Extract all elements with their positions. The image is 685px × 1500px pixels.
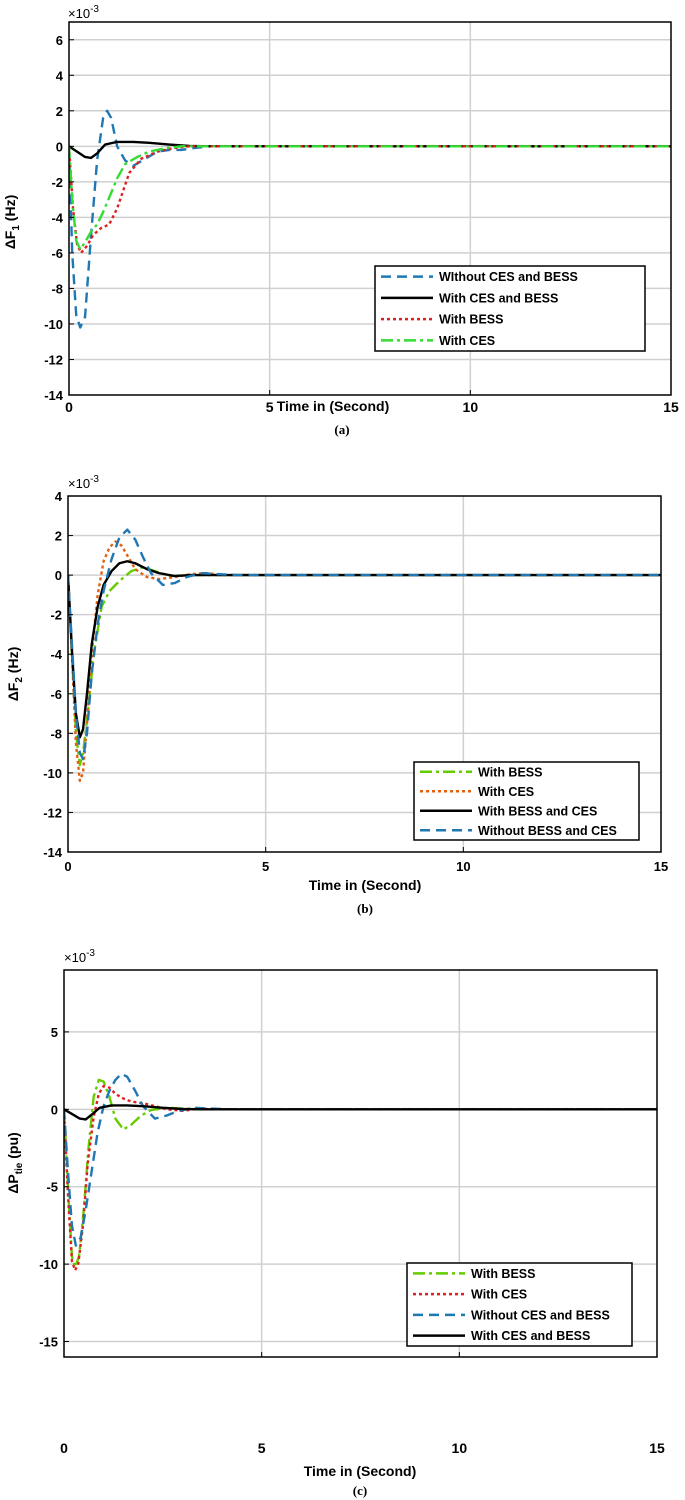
y-tick-label: 0 xyxy=(56,139,63,154)
exponent-label: ×10-3 xyxy=(68,4,99,21)
x-tick-label: 15 xyxy=(663,399,679,415)
x-axis-label: Time in (Second) xyxy=(277,398,390,414)
y-tick-label: 2 xyxy=(56,104,63,119)
x-tick-label: 0 xyxy=(65,399,73,415)
series-line-2 xyxy=(69,140,671,160)
y-tick-label: -4 xyxy=(51,210,63,225)
legend-label: With CES xyxy=(439,334,495,348)
legend-box xyxy=(406,1262,633,1347)
y-tick-label: 5 xyxy=(51,1025,58,1040)
y-axis-label: ΔPtie (pu) xyxy=(5,1132,25,1193)
y-axis-label: ΔF1 (Hz) xyxy=(2,195,22,250)
legend-label: With CES and BESS xyxy=(439,291,558,305)
x-tick-label: 15 xyxy=(654,859,668,874)
x-tick-label: 0 xyxy=(64,859,71,874)
series-group xyxy=(64,1072,657,1272)
legend-label: With BESS and CES xyxy=(478,804,597,818)
y-axis-ticks: 4 2 0 -2 -4 -6 -8 -10 -12 -14 xyxy=(43,489,73,860)
series-line-4 xyxy=(69,145,671,251)
series-line-2 xyxy=(64,1084,657,1272)
y-tick-label: -8 xyxy=(50,726,62,741)
x-axis-ticks: 0 5 10 15 xyxy=(64,847,668,874)
legend-label: With BESS xyxy=(439,313,503,327)
y-tick-label: -10 xyxy=(43,766,62,781)
y-tick-label: -10 xyxy=(39,1257,58,1272)
y-tick-label: -12 xyxy=(43,805,62,820)
series-line-1 xyxy=(68,566,661,767)
x-axis-ticks: 0 5 10 15 xyxy=(65,390,679,415)
legend-label: With CES xyxy=(478,785,534,799)
chart-panel-a: ×10-3 6 4 2 0 -2 -4 -6 -8 -10 -12 -14 0 5 10 15 Time … xyxy=(2,4,679,437)
y-tick-label: 0 xyxy=(51,1102,58,1117)
x-tick-label: 5 xyxy=(258,1440,266,1456)
legend: With BESS With CES With BESS and CES Withou… xyxy=(413,761,640,841)
legend: With BESS With CES Without CES and BESS Wit… xyxy=(406,1262,633,1347)
legend-label: WIthout CES and BESS xyxy=(439,270,578,284)
series-line-3 xyxy=(64,1072,657,1247)
legend-label: With CES xyxy=(471,1288,527,1302)
series-line-2 xyxy=(68,540,661,782)
x-tick-label: 10 xyxy=(463,399,479,415)
legend-box xyxy=(374,265,646,352)
y-tick-label: -8 xyxy=(51,281,63,296)
chart-panel-c: ×10-3 5 0 -5 -10 -15 0 5 10 15 Time in (Second)… xyxy=(5,948,665,1498)
panel-caption: (c) xyxy=(353,1483,367,1498)
series-line-3 xyxy=(69,145,671,255)
y-tick-label: -12 xyxy=(44,352,63,367)
plot-frame xyxy=(63,969,658,1358)
exponent-label: ×10-3 xyxy=(68,474,99,491)
series-line-3 xyxy=(68,560,661,739)
y-tick-label: -2 xyxy=(51,175,63,190)
x-axis-label: Time in (Second) xyxy=(304,1463,417,1479)
y-tick-label: -10 xyxy=(44,317,63,332)
panel-caption: (b) xyxy=(357,901,373,916)
y-tick-label: -5 xyxy=(46,1180,58,1195)
legend-label: With BESS xyxy=(471,1267,535,1281)
legend-label: With CES and BESS xyxy=(471,1329,590,1343)
y-tick-label: 4 xyxy=(56,68,64,83)
x-tick-label: 10 xyxy=(456,859,470,874)
y-tick-label: -14 xyxy=(44,388,64,403)
x-tick-label: 15 xyxy=(649,1440,665,1456)
x-tick-label: 5 xyxy=(266,399,274,415)
legend-label: Without BESS and CES xyxy=(478,824,617,838)
series-line-1 xyxy=(69,109,671,329)
y-tick-label: -2 xyxy=(50,608,62,623)
x-tick-label: 10 xyxy=(452,1440,468,1456)
y-tick-label: -4 xyxy=(50,647,62,662)
chart-panel-b: ×10-3 4 2 0 -2 -4 -6 -8 -10 -12 -14 0 5 10 15 Time i… xyxy=(5,474,668,916)
legend-label: With BESS xyxy=(478,765,542,779)
x-axis-label: Time in (Second) xyxy=(309,877,422,893)
plot-frame xyxy=(67,495,662,853)
y-tick-label: 4 xyxy=(55,489,63,504)
legend-label: Without CES and BESS xyxy=(471,1308,610,1322)
y-tick-label: -6 xyxy=(50,687,62,702)
y-tick-label: -15 xyxy=(39,1335,58,1350)
x-tick-label: 5 xyxy=(262,859,269,874)
panel-caption: (a) xyxy=(334,422,349,437)
plot-frame xyxy=(68,21,672,396)
legend: WIthout CES and BESS With CES and BESS Wit… xyxy=(374,265,646,352)
y-axis-ticks: 6 4 2 0 -2 -4 -6 -8 -10 -12 -14 xyxy=(44,33,74,403)
y-tick-label: -6 xyxy=(51,246,63,261)
series-line-4 xyxy=(64,1104,657,1121)
y-tick-label: 0 xyxy=(55,568,62,583)
legend-box xyxy=(413,761,640,841)
y-tick-label: -14 xyxy=(43,845,63,860)
y-axis-label: ΔF2 (Hz) xyxy=(5,647,25,702)
y-tick-label: 2 xyxy=(55,529,62,544)
series-group xyxy=(69,109,671,329)
series-group xyxy=(68,528,661,782)
exponent-label: ×10-3 xyxy=(64,948,95,965)
y-axis-ticks: 5 0 -5 -10 -15 xyxy=(39,1025,69,1350)
x-axis-ticks: 0 5 10 15 xyxy=(60,1352,665,1456)
series-line-4 xyxy=(68,528,661,761)
y-tick-label: 6 xyxy=(56,33,63,48)
x-tick-label: 0 xyxy=(60,1440,68,1456)
